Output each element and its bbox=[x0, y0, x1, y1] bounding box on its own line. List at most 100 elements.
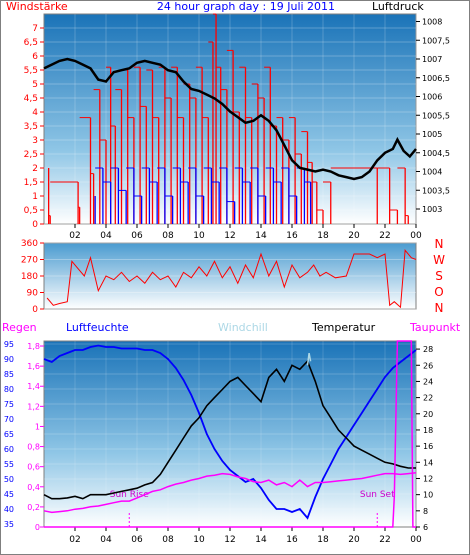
rain-tick-label: 1 bbox=[35, 422, 40, 431]
luftdruck-tick-label: 1008 bbox=[422, 18, 442, 27]
rain-tick-label: 1,6 bbox=[27, 362, 40, 371]
rain-tick-label: 0,8 bbox=[27, 443, 40, 452]
luftdruck-tick-label: 1004 bbox=[422, 168, 442, 177]
bottom-plot-area bbox=[43, 340, 417, 528]
temperature-tick-label: 10 bbox=[423, 491, 433, 500]
top-series bbox=[43, 13, 417, 224]
luftdruck-tick-label: 1003,5 bbox=[422, 186, 450, 195]
compass-label: N bbox=[435, 301, 444, 315]
taupunkt-line bbox=[43, 472, 417, 514]
luftdruck-line bbox=[43, 57, 417, 181]
top-time-label: 08 bbox=[162, 231, 174, 241]
windstaerke-tick-label: 6 bbox=[32, 52, 38, 62]
humidity-tick-label: 35 bbox=[4, 520, 14, 529]
temperature-tick-label: 22 bbox=[423, 394, 433, 403]
chart-title: 24 hour graph day : 19 Juli 2011 bbox=[157, 0, 335, 13]
top-time-axis: 02 04 06 08 10 12 14 16 18 20 22 00 bbox=[69, 224, 422, 241]
bottom-time-label: 16 bbox=[286, 535, 298, 545]
windstaerke-tick-label: 7 bbox=[32, 24, 38, 34]
luftfeuchte-label: Luftfeuchte bbox=[66, 321, 129, 334]
temperature-tick-label: 14 bbox=[423, 458, 433, 467]
top-time-label: 04 bbox=[100, 231, 112, 241]
rain-tick-label: 1,4 bbox=[27, 382, 40, 391]
direction-tick-label: 270 bbox=[21, 256, 38, 266]
wind-gust-series bbox=[94, 167, 312, 224]
sun-annotations: Sun Rise Sun Set bbox=[110, 490, 395, 527]
humidity-tick-label: 85 bbox=[4, 370, 14, 379]
bottom-time-label: 02 bbox=[69, 535, 80, 545]
luftdruck-tick-label: 1007 bbox=[422, 55, 442, 64]
top-time-label: 22 bbox=[379, 231, 390, 241]
windstaerke-tick-label: 0 bbox=[32, 220, 38, 230]
windstaerke-tick-label: 1 bbox=[32, 192, 38, 202]
temperature-tick-label: 16 bbox=[423, 442, 433, 451]
windchill-label: Windchill bbox=[218, 321, 268, 334]
humidity-tick-label: 95 bbox=[4, 340, 14, 349]
top-time-label: 00 bbox=[410, 231, 422, 241]
rain-tick-label: 1,2 bbox=[27, 402, 40, 411]
windchill-line bbox=[306, 352, 312, 366]
luftdruck-tick-label: 1003 bbox=[422, 205, 442, 214]
top-time-label: 12 bbox=[224, 231, 235, 241]
humidity-tick-label: 45 bbox=[4, 490, 14, 499]
humidity-tick-label: 90 bbox=[4, 355, 14, 364]
windstaerke-tick-label: 2 bbox=[32, 164, 38, 174]
compass-label: N bbox=[435, 237, 444, 251]
windstaerke-tick-label: 2,5 bbox=[24, 150, 38, 160]
temperature-tick-label: 20 bbox=[423, 410, 433, 419]
sun-set-label: Sun Set bbox=[360, 490, 395, 500]
luftdruck-tick-label: 1006 bbox=[422, 93, 442, 102]
temperature-tick-label: 6 bbox=[423, 523, 428, 532]
regen-label: Regen bbox=[2, 321, 37, 334]
luftdruck-tick-label: 1006,5 bbox=[422, 74, 450, 83]
humidity-tick-label: 55 bbox=[4, 460, 14, 469]
windstaerke-tick-label: 5 bbox=[32, 80, 38, 90]
top-time-label: 14 bbox=[255, 231, 267, 241]
windstaerke-tick-label: 4 bbox=[32, 108, 38, 118]
windstaerke-tick-label: 4,5 bbox=[24, 94, 38, 104]
bottom-time-axis: 02 04 06 08 10 12 14 16 18 20 22 00 bbox=[69, 527, 422, 545]
middle-gridlines bbox=[44, 242, 416, 310]
temperature-axis: 6 8 10 12 14 16 18 20 22 24 26 28 bbox=[416, 345, 433, 532]
luftdruck-axis: 1003 1003,5 1004 1004,5 1005 1005,5 1006 1006,5… bbox=[416, 18, 450, 214]
bottom-time-label: 08 bbox=[162, 535, 174, 545]
temperatur-label: Temperatur bbox=[311, 321, 376, 334]
bottom-time-label: 22 bbox=[379, 535, 390, 545]
top-time-label: 18 bbox=[317, 231, 329, 241]
wind-direction-axis: 0 90 180 270 360 bbox=[21, 239, 44, 315]
humidity-axis: 35 40 45 50 55 60 65 70 75 80 85 90 95 bbox=[4, 340, 14, 529]
humidity-tick-label: 40 bbox=[4, 505, 14, 514]
top-time-label: 20 bbox=[348, 231, 360, 241]
bottom-series bbox=[43, 340, 417, 528]
windstaerke-label: Windstärke bbox=[6, 0, 68, 13]
humidity-tick-label: 75 bbox=[4, 400, 14, 409]
top-time-label: 10 bbox=[193, 231, 205, 241]
direction-tick-label: 90 bbox=[27, 289, 39, 299]
luftdruck-label: Luftdruck bbox=[372, 0, 424, 13]
temperature-tick-label: 8 bbox=[423, 507, 428, 516]
humidity-tick-label: 70 bbox=[4, 415, 14, 424]
top-time-label: 02 bbox=[69, 231, 80, 241]
luftfeuchte-line bbox=[43, 344, 417, 520]
windstaerke-tick-label: 0,5 bbox=[24, 206, 38, 216]
rain-tick-label: 1,8 bbox=[27, 342, 40, 351]
direction-tick-label: 180 bbox=[21, 272, 38, 282]
compass-label: S bbox=[435, 269, 443, 283]
windstaerke-tick-label: 5,5 bbox=[24, 66, 38, 76]
luftdruck-tick-label: 1005 bbox=[422, 130, 442, 139]
bottom-time-label: 00 bbox=[410, 535, 422, 545]
luftdruck-tick-label: 1007,5 bbox=[422, 36, 450, 45]
bottom-time-label: 12 bbox=[224, 535, 235, 545]
humidity-tick-label: 60 bbox=[4, 445, 14, 454]
bottom-time-label: 06 bbox=[131, 535, 143, 545]
taupunkt-label: Taupunkt bbox=[409, 321, 461, 334]
temperature-tick-label: 12 bbox=[423, 474, 433, 483]
bottom-time-label: 18 bbox=[317, 535, 329, 545]
temperature-tick-label: 26 bbox=[423, 361, 433, 370]
bottom-time-label: 14 bbox=[255, 535, 267, 545]
rain-tick-label: 0 bbox=[35, 523, 40, 532]
wind-direction-line bbox=[46, 249, 417, 309]
humidity-tick-label: 65 bbox=[4, 430, 14, 439]
temperatur-line bbox=[43, 359, 416, 500]
